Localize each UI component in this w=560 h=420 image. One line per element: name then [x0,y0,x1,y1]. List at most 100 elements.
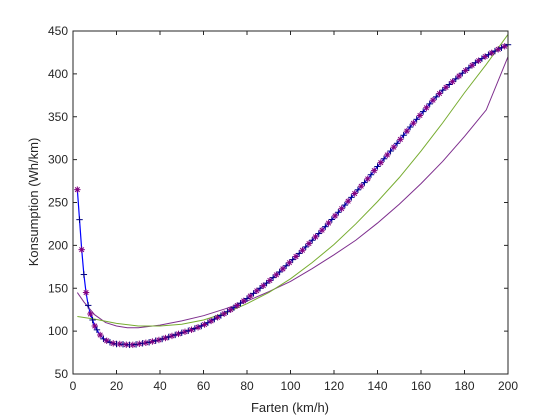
y-tick-label: 250 [48,196,68,210]
data-point [299,247,306,254]
data-point [89,316,96,324]
data-point [292,253,300,260]
data-point [413,116,420,123]
data-point [338,205,345,212]
x-tick-label: 0 [70,379,77,393]
data-point [227,306,234,313]
data-point [76,216,83,223]
data-point [85,302,92,309]
data-point [397,136,404,143]
y-tick-label: 100 [48,324,68,338]
x-tick-label: 40 [153,379,167,393]
data-point [312,233,319,241]
data-point [374,163,381,170]
data-point [348,194,355,201]
data-point [357,183,365,190]
data-point [309,237,316,244]
data-point [478,55,486,62]
data-point [110,340,117,347]
data-point [475,57,482,64]
plot-area [73,31,508,374]
data-point [224,308,231,315]
data-point [384,151,391,159]
data-point [328,216,336,223]
data-point [82,289,90,296]
data-point [93,326,101,334]
data-point [452,75,459,83]
data-point [142,339,150,346]
data-point [403,127,411,135]
data-point [416,112,424,119]
data-point [495,46,502,53]
data-point [237,299,244,307]
data-point [351,190,358,197]
data-point [364,175,371,183]
data-point [449,78,456,85]
data-point [439,86,446,94]
data-point [446,81,453,88]
y-tick-label: 450 [48,24,68,38]
data-point [188,326,195,333]
data-point [318,226,326,234]
y-tick-label: 200 [48,238,68,252]
data-point [269,274,277,281]
data-point [406,123,414,131]
data-point [361,179,368,186]
data-point [501,43,508,50]
data-point [289,256,296,263]
data-point [87,310,94,318]
data-point [465,64,473,72]
data-point [423,104,430,111]
data-point [279,265,287,273]
data-point [459,69,466,77]
data-point [123,341,130,348]
x-tick-label: 160 [411,379,431,393]
x-tick-label: 140 [367,379,387,393]
data-point [80,271,88,278]
y-axis-label: Konsumption (Wh/km) [26,138,41,267]
data-point [455,72,463,80]
data-point [263,279,270,287]
data-point [273,271,280,278]
data-point [243,295,251,302]
data-point [296,250,303,257]
data-point [253,287,260,295]
data-point [230,304,238,311]
data-point [442,84,450,91]
x-tick-label: 100 [280,379,300,393]
data-point [78,246,85,253]
data-point [331,212,339,220]
data-point [433,93,440,101]
data-point [322,223,329,230]
data-point [276,268,283,276]
data-point [91,322,98,330]
series-line-2 [76,56,509,329]
data-point [194,324,202,331]
data-point [96,331,104,339]
data-point [410,119,417,127]
x-tick-label: 60 [197,379,211,393]
y-tick-label: 150 [48,281,68,295]
data-point [354,186,362,194]
data-point [344,198,352,205]
x-axis-label: Farten (km/h) [251,400,329,415]
data-point [419,108,427,115]
data-point [234,302,241,309]
data-point [400,132,407,139]
data-point [393,140,401,147]
y-tick-label: 300 [48,153,68,167]
data-point [256,285,264,292]
data-point [436,90,443,97]
data-point [462,67,469,74]
data-point [315,230,322,237]
data-point [325,219,332,227]
data-point [260,282,267,289]
x-tick-label: 20 [110,379,124,393]
data-point [155,336,163,344]
data-point [341,201,349,209]
y-tick-label: 400 [48,67,68,81]
x-tick-label: 80 [240,379,254,393]
series-line-3 [77,34,509,327]
data-point [426,100,433,108]
